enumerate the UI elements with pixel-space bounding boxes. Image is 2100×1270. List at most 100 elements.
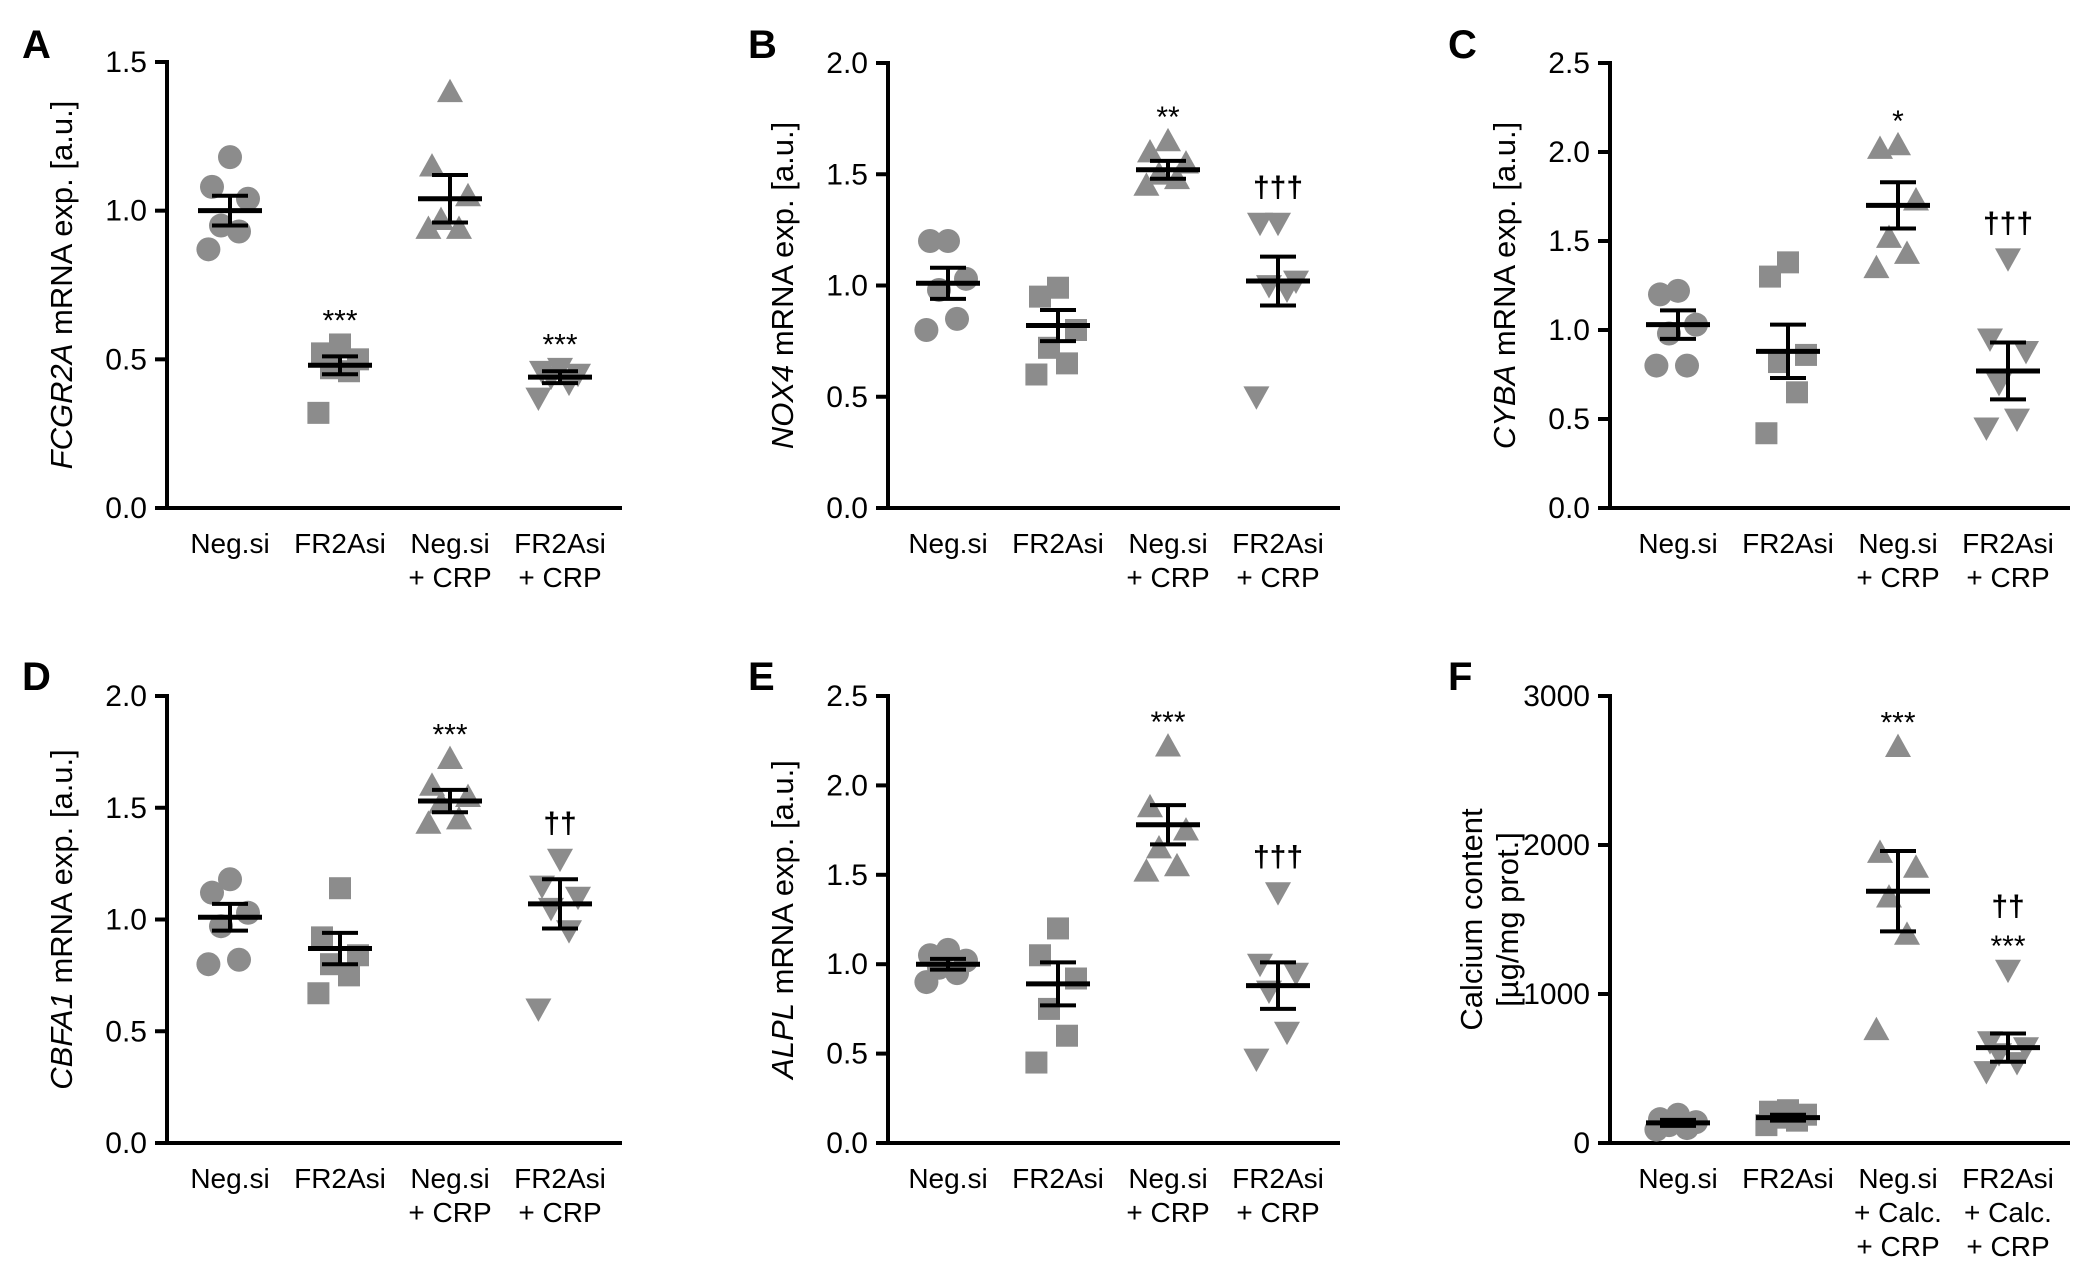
x-tick-label: + CRP: [408, 562, 491, 593]
x-tick-label: + Calc.: [1964, 1197, 2052, 1228]
data-point: [1977, 328, 2003, 352]
data-point: [236, 186, 260, 211]
data-point: [1025, 1051, 1048, 1074]
panel-letter: B: [748, 23, 777, 67]
data-point: [1047, 276, 1069, 299]
panel-letter: C: [1448, 23, 1477, 67]
group-1: [1644, 278, 1710, 378]
group-3: ***: [1863, 707, 1930, 1041]
group-1: [1644, 1102, 1710, 1142]
data-point: [1648, 282, 1672, 307]
group-1: [914, 229, 980, 342]
data-point: [1973, 1061, 2000, 1085]
data-point: [1867, 135, 1893, 159]
data-point: [1056, 352, 1078, 375]
y-axis-label: CYBA mRNA exp. [a.u.]: [1487, 122, 1522, 449]
y-tick-label: 0.0: [105, 1127, 147, 1160]
data-point: [1973, 417, 2000, 441]
significance-label: †††: [1983, 207, 2033, 240]
data-point: [311, 926, 333, 949]
panel-a: A 0.0 0.5 1.0 1.5 FCGR2A mRNA exp. [a.u.] Neg.…: [22, 23, 622, 593]
data-point: [218, 867, 242, 892]
x-tick-label: + CRP: [1236, 562, 1319, 593]
data-point: [1863, 1016, 1890, 1041]
x-tick-label: FR2Asi: [514, 1163, 606, 1194]
data-point: [547, 848, 573, 873]
y-tick-label: 0.5: [1548, 403, 1590, 436]
y-tick-label: 0.0: [1548, 492, 1590, 525]
group-3: ***: [415, 719, 482, 834]
y-tick-label: 1.5: [105, 792, 147, 825]
y-tick-label: 0: [1573, 1127, 1590, 1160]
data-point: [1759, 265, 1781, 288]
data-point: [1755, 422, 1778, 445]
y-tick-label: 1000: [1523, 978, 1590, 1011]
data-point: [419, 153, 445, 177]
data-point: [936, 229, 960, 253]
y-axis-label-gene: CYBA: [1487, 365, 1522, 449]
panel-letter: E: [748, 655, 775, 699]
y-tick-label: 2.0: [826, 47, 868, 80]
group-4: †††: [1973, 207, 2040, 441]
significance-label: ***: [542, 328, 577, 361]
x-tick-label: Neg.si: [1858, 1163, 1937, 1194]
data-point: [1876, 884, 1902, 908]
y-axis-label-gene: CBFA1: [44, 992, 79, 1090]
x-tick-label: Neg.si: [1858, 528, 1937, 559]
y-axis-label-unit: mRNA exp. [a.u.]: [44, 101, 79, 344]
y-tick-label: 1.0: [1548, 314, 1590, 347]
group-2: [1755, 1099, 1820, 1137]
group-4: †††: [1243, 841, 1310, 1072]
data-point: [1146, 834, 1172, 859]
x-tick-label: FR2Asi: [1742, 1163, 1834, 1194]
x-tick-label: + Calc.: [1854, 1197, 1942, 1228]
data-point: [918, 229, 942, 253]
x-tick-label: FR2Asi: [1012, 1163, 1104, 1194]
data-point: [218, 145, 242, 170]
data-point: [914, 970, 939, 995]
data-point: [1283, 962, 1309, 987]
data-point: [1995, 248, 2021, 272]
y-axis-label-unit: mRNA exp. [a.u.]: [765, 122, 800, 365]
y-tick-label: 2.5: [1548, 47, 1590, 80]
group-2: ***: [307, 304, 372, 424]
data-point: [1164, 852, 1190, 877]
x-tick-label: FR2Asi: [294, 1163, 386, 1194]
y-tick-label: 1.0: [826, 948, 868, 981]
x-tick-label: + CRP: [518, 1197, 601, 1228]
panel-f: F 0 1000 2000 3000 Calcium content [µg/mg prot…: [1448, 655, 2070, 1262]
x-tick-label: Neg.si: [410, 528, 489, 559]
y-tick-label: 2000: [1523, 829, 1590, 862]
y-tick-label: 0.5: [826, 1038, 868, 1071]
panel-d: D 0.0 0.5 1.0 1.5 2.0 CBFA1 mRNA exp. [a.u.] Ne…: [22, 655, 622, 1228]
data-point: [525, 387, 552, 411]
data-point: [307, 401, 330, 424]
x-tick-label: + CRP: [1126, 1197, 1209, 1228]
y-tick-label: 1.0: [826, 270, 868, 303]
data-point: [1644, 353, 1669, 378]
data-point: [1274, 279, 1300, 303]
significance-label: **: [1156, 101, 1180, 134]
x-tick-label: Neg.si: [1638, 1163, 1717, 1194]
data-point: [1274, 1021, 1300, 1046]
data-point: [1247, 212, 1273, 237]
x-tick-label: + CRP: [1856, 562, 1939, 593]
x-tick-label: Neg.si: [190, 528, 269, 559]
data-point: [556, 920, 582, 944]
x-tick-label: + CRP: [518, 562, 601, 593]
y-axis-label-unit: mRNA exp. [a.u.]: [765, 760, 800, 1003]
data-point: [1995, 959, 2021, 984]
data-point: [529, 875, 555, 899]
y-tick-label: 0.5: [105, 1015, 147, 1048]
data-point: [1777, 251, 1799, 274]
significance-label: ††: [543, 807, 576, 840]
data-point: [936, 937, 960, 962]
x-tick-label: FR2Asi: [1742, 528, 1834, 559]
y-tick-label: 1.5: [105, 46, 147, 79]
data-point: [1243, 386, 1270, 410]
group-3: **: [1133, 101, 1200, 196]
y-tick-label: 1.0: [105, 904, 147, 937]
data-point: [1056, 1024, 1078, 1047]
y-tick-label: 0.0: [826, 492, 868, 525]
group-3: *: [1863, 105, 1930, 279]
